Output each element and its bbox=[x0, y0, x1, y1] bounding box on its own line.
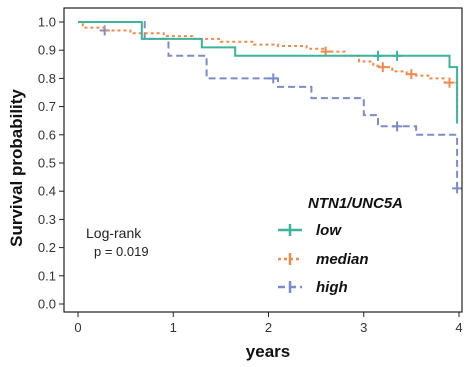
y-tick-label: 0.2 bbox=[38, 240, 56, 255]
legend-item-low: low bbox=[278, 222, 342, 239]
legend-item-median: median bbox=[278, 251, 369, 268]
censor-mark-median bbox=[406, 69, 417, 80]
plot-area bbox=[78, 21, 463, 194]
x-axis-title: years bbox=[246, 342, 290, 361]
y-tick-label: 0.4 bbox=[38, 184, 56, 199]
series-line-high bbox=[78, 21, 459, 189]
series-line-median bbox=[78, 21, 459, 113]
censor-mark-high bbox=[452, 183, 463, 194]
x-tick-label: 2 bbox=[265, 320, 272, 335]
y-tick-label: 0.8 bbox=[38, 71, 56, 86]
y-tick-label: 1.0 bbox=[38, 15, 56, 30]
censor-mark-high bbox=[268, 73, 279, 84]
y-tick-label: 0.1 bbox=[38, 268, 56, 283]
x-tick-label: 0 bbox=[74, 320, 81, 335]
y-tick-label: 0.0 bbox=[38, 297, 56, 312]
censor-mark-median bbox=[377, 62, 388, 73]
y-tick-label: 0.5 bbox=[38, 156, 56, 171]
x-tick-label: 1 bbox=[170, 320, 177, 335]
censor-mark-low bbox=[392, 50, 403, 61]
x-tick-label: 4 bbox=[455, 320, 462, 335]
censor-mark-median bbox=[444, 77, 455, 88]
axes: 0.0 0.1 0.2 0.3 0.4 0.5 0.6 0.7 0.8 0.9 1.0 0 1 2 3 4 bbox=[38, 7, 463, 335]
legend-title: NTN1/UNC5A bbox=[308, 195, 403, 212]
y-axis-title: Survival probability bbox=[7, 89, 26, 247]
y-tick-label: 0.6 bbox=[38, 127, 56, 142]
plot-frame bbox=[63, 7, 463, 313]
x-tick-label: 3 bbox=[360, 320, 367, 335]
legend: NTN1/UNC5A low median high bbox=[278, 195, 403, 296]
legend-label-low: low bbox=[316, 222, 342, 239]
series-line-low bbox=[78, 21, 459, 124]
y-tick-label: 0.9 bbox=[38, 43, 56, 58]
legend-label-high: high bbox=[316, 279, 348, 296]
censor-mark-low bbox=[373, 50, 384, 61]
legend-label-median: median bbox=[316, 251, 369, 268]
logrank-label: Log-rank bbox=[86, 225, 142, 241]
censor-mark-high bbox=[392, 121, 403, 132]
pvalue-label: p = 0.019 bbox=[94, 244, 149, 259]
y-tick-label: 0.7 bbox=[38, 99, 56, 114]
legend-item-high: high bbox=[278, 279, 348, 296]
y-tick-label: 0.3 bbox=[38, 212, 56, 227]
